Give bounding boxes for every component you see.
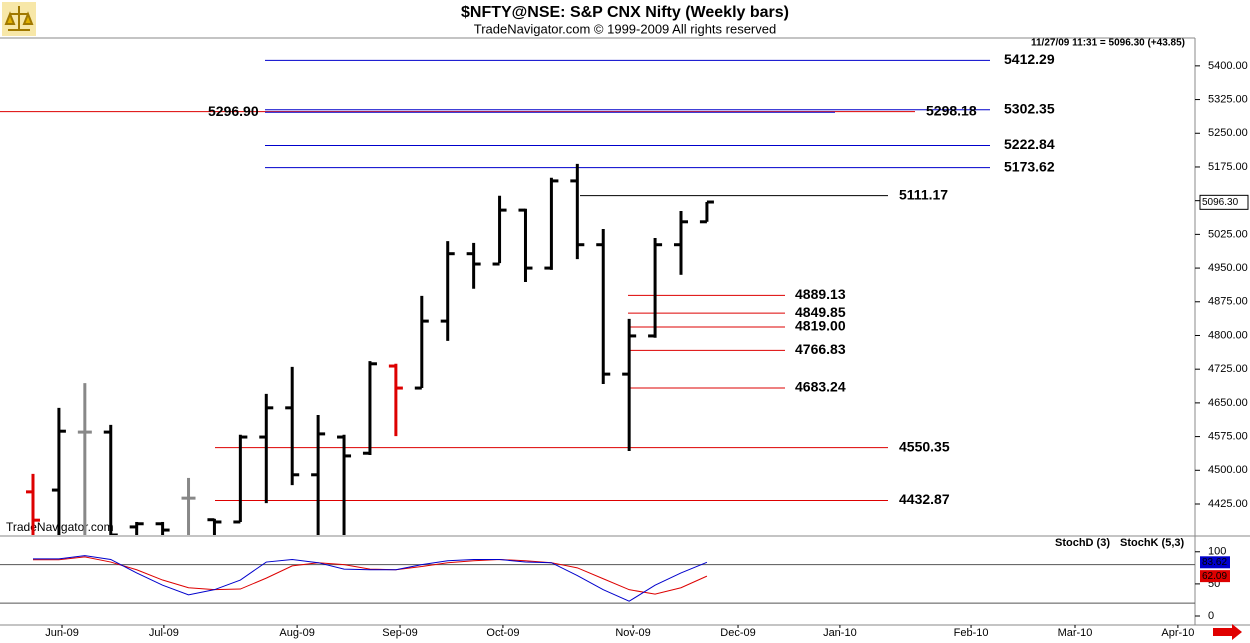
level-label: 4889.13: [795, 286, 846, 302]
x-tick-label: Mar-10: [1058, 627, 1093, 639]
indicator-tick-label: 0: [1208, 610, 1214, 622]
chart-title: $NFTY@NSE: S&P CNX Nifty (Weekly bars): [461, 4, 789, 21]
price-panel: 5412.29 5302.35 5298.18 5296.90 5222.84 5173.…: [0, 51, 1055, 535]
y-tick-label: 5250.00: [1208, 127, 1248, 139]
y-tick-label: 4875.00: [1208, 296, 1248, 308]
status-text: 11/27/09 11:31 = 5096.30 (+43.85): [1031, 38, 1185, 49]
x-tick-label: Apr-10: [1161, 627, 1194, 639]
level-label: 5111.17: [899, 186, 948, 202]
level-label: 4550.35: [899, 438, 950, 454]
level-label: 5296.90: [208, 103, 259, 119]
x-tick-label: Aug-09: [279, 627, 314, 639]
x-tick-label: Feb-10: [954, 627, 989, 639]
indicator-value-label: 62.09: [1202, 571, 1227, 582]
x-tick-label: Sep-09: [382, 627, 417, 639]
indicator-value-box: [1200, 570, 1230, 583]
y-tick-label: 4950.00: [1208, 262, 1248, 274]
indicator-line: [32, 556, 708, 595]
y-tick-label: 4800.00: [1208, 329, 1248, 341]
indicator-line: [32, 555, 708, 602]
logo-icon: [2, 2, 36, 36]
indicator-panel: [0, 555, 1195, 604]
level-label: 5298.18: [926, 102, 977, 118]
y-tick-label: 5400.00: [1208, 60, 1248, 72]
scroll-arrow[interactable]: [1213, 624, 1242, 640]
chart-subtitle: TradeNavigator.com © 1999-2009 All right…: [474, 21, 776, 36]
x-tick-label: Nov-09: [615, 627, 650, 639]
level-label: 4849.85: [795, 304, 846, 320]
level-label: 4819.00: [795, 318, 846, 334]
indicator-value-label: 83.62: [1202, 557, 1227, 568]
x-tick-label: Jan-10: [823, 627, 857, 639]
y-tick-label: 4575.00: [1208, 430, 1248, 442]
level-label: 4766.83: [795, 341, 846, 357]
y-tick-label: 4725.00: [1208, 363, 1248, 375]
y-tick-label: 5325.00: [1208, 93, 1248, 105]
last-price-label: 5096.30: [1202, 197, 1239, 208]
level-label: 4683.24: [795, 379, 846, 395]
x-tick-label: Dec-09: [720, 627, 755, 639]
y-tick-label: 5025.00: [1208, 228, 1248, 240]
y-tick-label: 4650.00: [1208, 397, 1248, 409]
y-tick-label: 5175.00: [1208, 161, 1248, 173]
y-tick-label: 4425.00: [1208, 498, 1248, 510]
x-tick-label: Oct-09: [486, 627, 519, 639]
last-price-box: [1199, 194, 1249, 210]
legend-entry: StochK (5,3): [1120, 537, 1185, 549]
level-label: 4432.87: [899, 491, 950, 507]
x-tick-label: Jul-09: [149, 627, 179, 639]
y-tick-label: 4500.00: [1208, 464, 1248, 476]
level-label: 5302.35: [1004, 100, 1055, 116]
level-label: 5222.84: [1004, 136, 1055, 152]
x-tick-label: Jun-09: [45, 627, 79, 639]
indicator-value-box: [1200, 556, 1230, 569]
level-label: 5412.29: [1004, 51, 1055, 67]
indicator-tick-label: 100: [1208, 546, 1226, 558]
axes: 4425.00 4500.00 4575.00 4650.00 4725.00 4800.…: [45, 60, 1249, 639]
level-label: 5173.62: [1004, 158, 1055, 174]
legend-entry: StochD (3): [1055, 537, 1110, 549]
